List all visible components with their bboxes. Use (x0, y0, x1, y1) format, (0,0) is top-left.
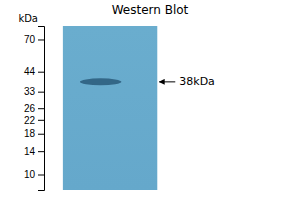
y-tick-mark (38, 151, 44, 152)
y-tick: 70 (24, 34, 44, 45)
gel-lane (63, 26, 157, 190)
y-tick-mark (38, 92, 44, 93)
chart: Western Blot 10 14 18 2226 33 44 70 kDa 38kDa (0, 0, 300, 200)
y-tick: 18 (24, 128, 44, 139)
y-tick-mark (38, 175, 44, 176)
y-tick-mark (38, 120, 44, 121)
y-tick-label: 22 (24, 114, 36, 125)
annotation-arrow (159, 81, 175, 82)
y-axis-label: kDa (18, 13, 38, 24)
y-tick: 33 (24, 86, 44, 97)
y-axis: 10 14 18 2226 33 44 70 (24, 27, 45, 191)
plot-area (63, 26, 157, 190)
y-tick-label: 26 (24, 103, 36, 114)
title: Western Blot (112, 3, 189, 17)
y-axis-line (38, 27, 45, 191)
y-tick: 10 (24, 169, 44, 180)
y-tick: 14 (24, 146, 44, 157)
y-tick-mark (38, 72, 44, 73)
annotation: 38kDa (179, 75, 215, 88)
y-tick-label: 10 (24, 169, 36, 180)
y-tick-mark (38, 134, 44, 135)
y-tick: 22 (24, 114, 44, 125)
y-tick-label: 14 (24, 146, 36, 157)
band (80, 78, 122, 85)
y-tick-mark (38, 39, 44, 40)
y-tick-label: 44 (24, 66, 36, 77)
y-tick-label: 33 (24, 86, 36, 97)
y-tick-mark (38, 108, 44, 109)
y-tick: 44 (24, 66, 44, 77)
y-tick-label: 70 (24, 34, 36, 45)
y-tick: 26 (24, 103, 44, 114)
y-tick-label: 18 (24, 128, 36, 139)
